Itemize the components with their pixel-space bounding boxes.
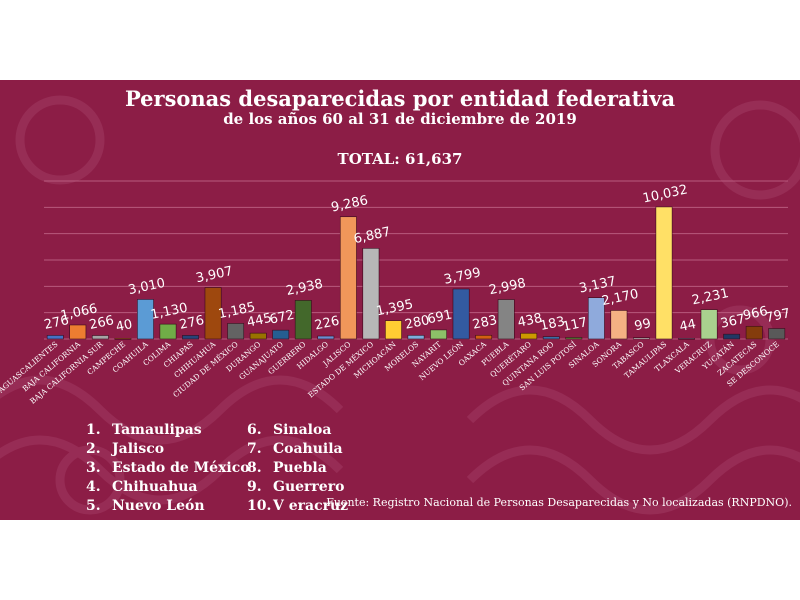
ranking-item: 2. Jalisco: [86, 441, 164, 457]
bar-value-label: 40: [115, 317, 134, 335]
bar: [46, 335, 64, 340]
bar: [317, 335, 335, 340]
bar: [430, 329, 447, 340]
ranking-number: 8.: [247, 460, 262, 476]
bar: [249, 332, 267, 340]
bar: [745, 325, 763, 340]
bar: [655, 206, 673, 340]
bar-value-label: 2,998: [488, 276, 528, 298]
ranking-item: 1. Tamaulipas: [86, 422, 202, 438]
slide-background: Personas desaparecidas por entidad feder…: [0, 80, 800, 520]
bar: [542, 336, 560, 340]
bar: [204, 287, 222, 340]
bar: [768, 328, 786, 340]
bar-value-label: 117: [561, 315, 588, 335]
bar: [159, 323, 177, 340]
bar-value-label: 2,938: [285, 277, 325, 299]
ranking-number: 4.: [86, 479, 101, 495]
bar-value-label: 367: [719, 312, 746, 332]
ranking-number: 10.: [247, 498, 272, 514]
ranking-item: 7. Coahuila: [247, 441, 343, 457]
bar-value-label: 672: [268, 308, 295, 328]
bar: [407, 335, 425, 340]
bar: [91, 335, 109, 340]
bar: [272, 329, 290, 340]
bar-value-label: 9,286: [330, 193, 370, 215]
ranking-label: Nuevo León: [112, 498, 205, 514]
ranking-number: 1.: [86, 422, 101, 438]
decorative-pattern: [0, 95, 800, 515]
bar-value-label: 438: [516, 311, 543, 331]
bar: [497, 299, 515, 340]
ranking-label: Coahuila: [273, 441, 343, 457]
bar: [520, 332, 538, 340]
bar: [700, 309, 718, 340]
bar: [69, 324, 87, 340]
bar-value-label: 3,010: [127, 276, 167, 298]
ranking-label: Puebla: [273, 460, 327, 476]
ranking-label: Sinaloa: [273, 422, 332, 438]
bar: [678, 338, 695, 340]
bar-value-label: 3,907: [195, 264, 235, 286]
chart-title: Personas desaparecidas por entidad feder…: [124, 86, 676, 111]
bar-value-label: 283: [471, 313, 498, 333]
bar: [587, 297, 605, 340]
bar-value-label: 276: [178, 313, 205, 333]
ranking-label: Chihuahua: [112, 479, 198, 495]
ranking-label: V eracruz: [273, 498, 349, 514]
bar-value-label: 44: [678, 317, 697, 335]
ranking-label: Tamaulipas: [112, 422, 202, 438]
bar: [227, 323, 245, 340]
ranking-item: 8. Puebla: [247, 460, 327, 476]
ranking-item: 5. Nuevo León: [86, 498, 205, 514]
bar-value-label: 3,799: [443, 265, 483, 287]
ranking-number: 7.: [247, 441, 262, 457]
ranking-item: 6. Sinaloa: [247, 422, 331, 438]
ranking-item: 3. Estado de México: [86, 460, 250, 476]
bar-value-label: 445: [246, 311, 273, 331]
chart-subtitle: de los años 60 al 31 de diciembre de 201…: [223, 110, 577, 128]
bar-value-label: 266: [88, 313, 115, 333]
bar-value-label: 226: [313, 314, 340, 334]
source-note: Fuente: Registro Nacional de Personas De…: [326, 496, 792, 509]
bar-value-label: 797: [764, 306, 791, 326]
ranking-number: 6.: [247, 422, 262, 438]
bar-value-label: 966: [742, 304, 769, 324]
bar: [362, 248, 380, 340]
ranking-item: 9. Guerrero: [247, 479, 344, 495]
bar-value-label: 99: [633, 316, 652, 334]
bar-value-label: 1,395: [375, 297, 415, 319]
bar-value-label: 6,887: [352, 225, 392, 247]
bar: [339, 216, 357, 340]
bar: [294, 300, 312, 340]
bar: [633, 337, 650, 340]
ranking-label: Guerrero: [273, 479, 345, 495]
ranking-label: Jalisco: [112, 441, 165, 457]
bar-value-label: 691: [426, 308, 453, 328]
bar: [137, 299, 154, 340]
bar-value-label: 280: [404, 313, 431, 333]
bar: [452, 288, 470, 340]
bar: [114, 338, 132, 340]
ranking-number: 9.: [247, 479, 262, 495]
ranking-number: 3.: [86, 460, 101, 476]
bar-value-label: 10,032: [641, 182, 689, 206]
ranking-item: 10. V eracruz: [247, 498, 348, 514]
bar: [475, 334, 493, 340]
bar: [723, 333, 741, 340]
bar-value-label: 276: [43, 313, 70, 333]
total-label: TOTAL: 61,637: [337, 150, 463, 168]
bar: [565, 337, 583, 340]
bar: [610, 310, 628, 340]
ranking-label: Estado de México: [112, 460, 250, 476]
bar: [182, 335, 199, 340]
bar: [385, 320, 402, 340]
bar-value-label: 2,231: [691, 286, 731, 308]
ranking-number: 2.: [86, 441, 101, 457]
ranking-item: 4. Chihuahua: [86, 479, 198, 495]
ranking-number: 5.: [86, 498, 101, 514]
bar-value-label: 183: [539, 314, 566, 334]
